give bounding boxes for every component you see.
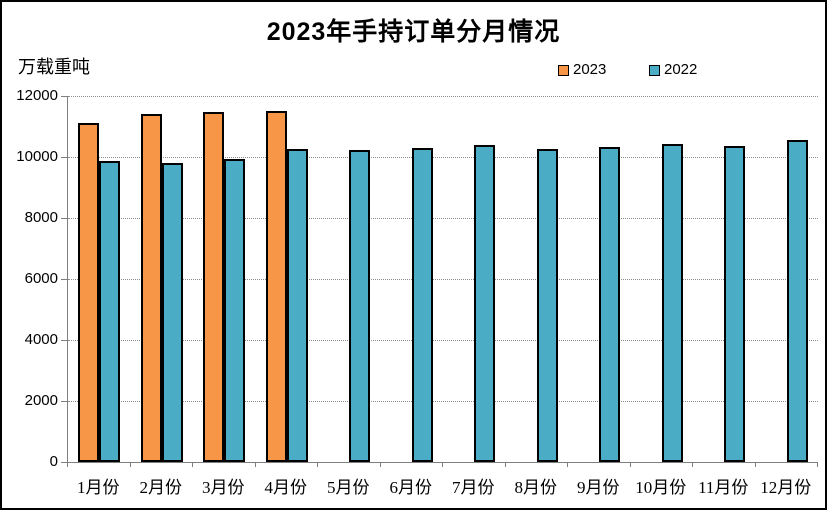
x-tick-mark bbox=[817, 463, 818, 467]
plot-area bbox=[67, 96, 818, 463]
y-tick-mark bbox=[61, 462, 67, 463]
x-tick-label-8: 8月份 bbox=[514, 478, 558, 497]
bar-2023-3月份 bbox=[203, 112, 225, 462]
x-tick-mark bbox=[504, 463, 506, 467]
x-tick-label-12: 12月份 bbox=[760, 478, 812, 497]
chart-title: 2023年手持订单分月情况 bbox=[266, 18, 561, 46]
x-tick-label-4: 4月份 bbox=[264, 478, 308, 497]
x-tick-label-10: 10月份 bbox=[635, 478, 687, 497]
gridline-4000 bbox=[68, 340, 818, 341]
bar-2022-10月份 bbox=[661, 144, 683, 462]
x-tick-mark bbox=[67, 463, 68, 467]
y-tick-mark bbox=[61, 401, 67, 402]
bar-2022-5月份 bbox=[349, 150, 371, 462]
legend-label-2022: 2022 bbox=[664, 61, 698, 78]
bar-2022-1月份 bbox=[99, 161, 121, 462]
legend-item-2023: 2023 bbox=[558, 61, 607, 78]
bar-2023-1月份 bbox=[78, 123, 100, 462]
y-tick-label-4000: 4000 bbox=[24, 331, 58, 348]
bar-2022-4月份 bbox=[286, 149, 308, 462]
bar-2023-4月份 bbox=[265, 111, 287, 462]
x-tick-mark bbox=[254, 463, 256, 467]
bar-2022-8月份 bbox=[536, 149, 558, 462]
x-tick-mark bbox=[379, 463, 381, 467]
gridline-10000 bbox=[68, 157, 818, 158]
x-tick-mark bbox=[129, 463, 131, 467]
bar-2022-12月份 bbox=[786, 140, 808, 462]
y-tick-label-0: 0 bbox=[49, 453, 58, 470]
bar-2022-11月份 bbox=[724, 146, 746, 462]
legend: 2023 2022 bbox=[2, 61, 825, 79]
y-tick-label-6000: 6000 bbox=[24, 270, 58, 287]
y-tick-label-10000: 10000 bbox=[16, 148, 58, 165]
y-axis-unit-label: 万载重吨 bbox=[18, 57, 90, 77]
y-tick-label-12000: 12000 bbox=[16, 87, 58, 104]
gridline-8000 bbox=[68, 218, 818, 219]
y-tick-mark bbox=[61, 157, 67, 158]
legend-item-2022: 2022 bbox=[649, 61, 698, 78]
y-tick-mark bbox=[61, 218, 67, 219]
gridline-2000 bbox=[68, 401, 818, 402]
bar-2022-9月份 bbox=[599, 147, 621, 462]
x-tick-mark bbox=[692, 463, 693, 467]
x-tick-mark bbox=[567, 463, 568, 467]
x-tick-label-2: 2月份 bbox=[139, 478, 183, 497]
y-tick-mark bbox=[61, 340, 67, 341]
x-tick-mark bbox=[317, 463, 318, 467]
y-tick-mark bbox=[61, 96, 67, 97]
bar-2023-2月份 bbox=[140, 114, 162, 462]
x-tick-label-9: 9月份 bbox=[577, 478, 620, 497]
bar-2022-6月份 bbox=[411, 148, 433, 462]
legend-marker-2023 bbox=[558, 64, 569, 76]
x-tick-label-5: 5月份 bbox=[327, 478, 370, 497]
legend-marker-2022 bbox=[649, 64, 660, 76]
x-tick-mark bbox=[629, 463, 631, 467]
legend-label-2023: 2023 bbox=[573, 61, 607, 78]
x-tick-label-7: 7月份 bbox=[452, 478, 495, 497]
x-tick-label-3: 3月份 bbox=[202, 478, 245, 497]
y-tick-mark bbox=[61, 279, 67, 280]
x-tick-mark bbox=[754, 463, 756, 467]
gridline-6000 bbox=[68, 279, 818, 280]
x-tick-label-1: 1月份 bbox=[77, 478, 120, 497]
bar-2022-2月份 bbox=[161, 163, 183, 462]
bar-2022-7月份 bbox=[474, 145, 496, 462]
x-tick-mark bbox=[192, 463, 193, 467]
y-tick-label-8000: 8000 bbox=[24, 209, 58, 226]
bar-2022-3月份 bbox=[224, 159, 246, 462]
x-tick-label-11: 11月份 bbox=[698, 478, 749, 497]
x-tick-mark bbox=[442, 463, 443, 467]
gridline-12000 bbox=[68, 96, 818, 97]
x-tick-label-6: 6月份 bbox=[389, 478, 433, 497]
y-tick-label-2000: 2000 bbox=[24, 392, 58, 409]
